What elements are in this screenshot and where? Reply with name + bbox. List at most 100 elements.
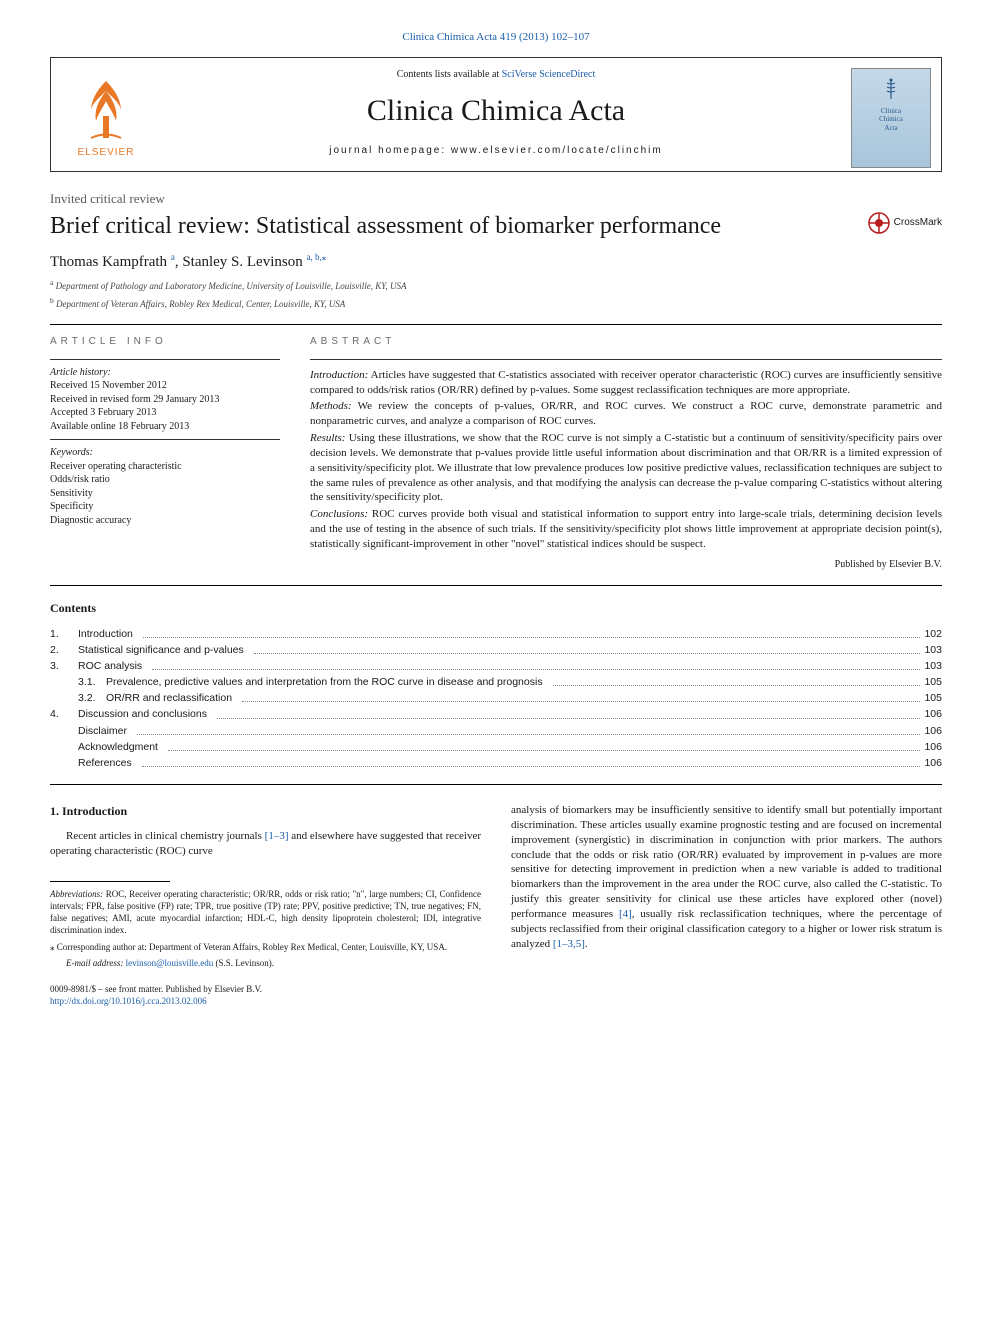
toc-row[interactable]: Disclaimer 106 <box>50 724 942 738</box>
crossmark-label: CrossMark <box>894 216 942 230</box>
abstract-conclusions-label: Conclusions: <box>310 508 368 520</box>
abstract-intro-label: Introduction: <box>310 369 368 381</box>
crossmark-badge[interactable]: CrossMark <box>868 212 942 234</box>
history-accepted: Accepted 3 February 2013 <box>50 406 280 420</box>
toc-dots <box>152 656 920 670</box>
divider-3 <box>50 784 942 785</box>
toc-page: 106 <box>924 724 942 738</box>
homepage-url[interactable]: www.elsevier.com/locate/clinchim <box>451 145 663 156</box>
author-1-aff: a <box>171 252 175 262</box>
author-2: Stanley S. Levinson <box>182 254 302 270</box>
abstract-methods-label: Methods: <box>310 400 352 412</box>
contents-lists-line: Contents lists available at SciVerse Sci… <box>161 68 831 82</box>
divider <box>50 324 942 325</box>
affiliation-a: a Department of Pathology and Laboratory… <box>50 278 942 292</box>
toc-page: 105 <box>924 691 942 705</box>
abbrev-label: Abbreviations: <box>50 889 103 899</box>
ref-1-3-5[interactable]: [1–3,5] <box>553 938 585 950</box>
authors: Thomas Kampfrath a, Stanley S. Levinson … <box>50 251 942 272</box>
toc-num: 3. <box>50 659 78 673</box>
footnote-rule <box>50 881 170 882</box>
aff-b-sup: b <box>50 296 54 305</box>
toc-num: 4. <box>50 707 78 721</box>
aff-b-text: Department of Veteran Affairs, Robley Re… <box>56 299 345 309</box>
toc-label: ROC analysis <box>78 659 148 673</box>
abstract-results-label: Results: <box>310 432 345 444</box>
abbreviations-footnote: Abbreviations: ROC, Receiver operating c… <box>50 888 481 937</box>
toc-row[interactable]: 2.Statistical significance and p-values1… <box>50 643 942 657</box>
keyword-5: Diagnostic accuracy <box>50 514 280 528</box>
toc-dots <box>168 737 921 751</box>
abstract-col: abstract Introduction: Articles have sug… <box>310 335 942 571</box>
abstract-intro-text: Articles have suggested that C-statistic… <box>310 369 942 396</box>
toc-row[interactable]: 1.Introduction 102 <box>50 627 942 641</box>
table-of-contents: 1.Introduction 102 2.Statistical significa… <box>50 627 942 771</box>
intro-heading: 1. Introduction <box>50 803 481 819</box>
intro-right-pre: analysis of biomarkers may be insufficie… <box>511 804 942 920</box>
toc-dots <box>553 672 921 686</box>
toc-num: 1. <box>50 627 78 641</box>
journal-reference: Clinica Chimica Acta 419 (2013) 102–107 <box>50 30 942 45</box>
toc-subnum: 3.1. <box>50 675 106 689</box>
toc-subnum: 3.2. <box>50 691 106 705</box>
toc-dots <box>143 624 921 638</box>
toc-row[interactable]: 3.1.Prevalence, predictive values and in… <box>50 675 942 689</box>
toc-row[interactable]: 4.Discussion and conclusions106 <box>50 707 942 721</box>
toc-dots <box>242 688 920 702</box>
aff-a-text: Department of Pathology and Laboratory M… <box>56 281 407 291</box>
contents-prefix: Contents lists available at <box>397 69 502 80</box>
journal-name: Clinica Chimica Acta <box>161 91 831 132</box>
doi-link[interactable]: http://dx.doi.org/10.1016/j.cca.2013.02.… <box>50 996 207 1006</box>
intro-para-right: analysis of biomarkers may be insufficie… <box>511 803 942 951</box>
body-right-col: analysis of biomarkers may be insufficie… <box>511 803 942 1007</box>
abstract-methods: Methods: We review the concepts of p-val… <box>310 399 942 429</box>
intro-para-left: Recent articles in clinical chemistry jo… <box>50 829 481 859</box>
body-columns: 1. Introduction Recent articles in clini… <box>50 803 942 1007</box>
cover-title-2: Chimica <box>879 115 903 123</box>
toc-row[interactable]: 3.ROC analysis103 <box>50 659 942 673</box>
toc-label: Disclaimer <box>78 724 133 738</box>
toc-page: 103 <box>924 643 942 657</box>
toc-page: 106 <box>924 740 942 754</box>
journal-cover-thumbnail: Clinica Chimica Acta <box>851 68 931 168</box>
toc-label: OR/RR and reclassification <box>106 691 238 705</box>
sciencedirect-link[interactable]: SciVerse ScienceDirect <box>502 69 596 80</box>
author-1: Thomas Kampfrath <box>50 254 167 270</box>
toc-row[interactable]: 3.2.OR/RR and reclassification 105 <box>50 691 942 705</box>
copyright-line: 0009-8981/$ – see front matter. Publishe… <box>50 983 481 995</box>
elsevier-tree-icon <box>76 76 136 146</box>
homepage-prefix: journal homepage: <box>329 145 451 156</box>
author-2-aff: a, b, <box>306 252 321 262</box>
email-label: E-mail address: <box>66 958 123 968</box>
toc-page: 105 <box>924 675 942 689</box>
keywords-label: Keywords: <box>50 446 280 460</box>
email-link[interactable]: levinson@louisville.edu <box>126 958 214 968</box>
history-received: Received 15 November 2012 <box>50 379 280 393</box>
toc-label: Introduction <box>78 627 139 641</box>
toc-dots <box>142 753 921 767</box>
email-suffix: (S.S. Levinson). <box>213 958 274 968</box>
info-rule-1 <box>50 359 280 360</box>
journal-header-box: ELSEVIER Contents lists available at Sci… <box>50 57 942 173</box>
affiliation-b: b Department of Veteran Affairs, Robley … <box>50 296 942 310</box>
cover-title-3: Acta <box>884 124 897 132</box>
abstract-results: Results: Using these illustrations, we s… <box>310 431 942 505</box>
ref-1-3[interactable]: [1–3] <box>265 830 289 842</box>
caduceus-icon <box>879 77 903 101</box>
toc-row[interactable]: References106 <box>50 756 942 770</box>
toc-page: 102 <box>924 627 942 641</box>
corresponding-star: ⁎ <box>322 252 327 262</box>
published-by: Published by Elsevier B.V. <box>310 558 942 572</box>
crossmark-icon <box>868 212 890 234</box>
info-abstract-row: article info Article history: Received 1… <box>50 335 942 571</box>
elsevier-logo: ELSEVIER <box>61 68 151 168</box>
toc-row[interactable]: Acknowledgment106 <box>50 740 942 754</box>
abstract-methods-text: We review the concepts of p-values, OR/R… <box>310 400 942 427</box>
keyword-3: Sensitivity <box>50 487 280 501</box>
ref-4[interactable]: [4] <box>619 908 632 920</box>
keyword-1: Receiver operating characteristic <box>50 460 280 474</box>
toc-dots <box>137 721 920 735</box>
toc-num <box>50 740 78 754</box>
toc-num <box>50 724 78 738</box>
abstract-intro: Introduction: Articles have suggested th… <box>310 368 942 398</box>
